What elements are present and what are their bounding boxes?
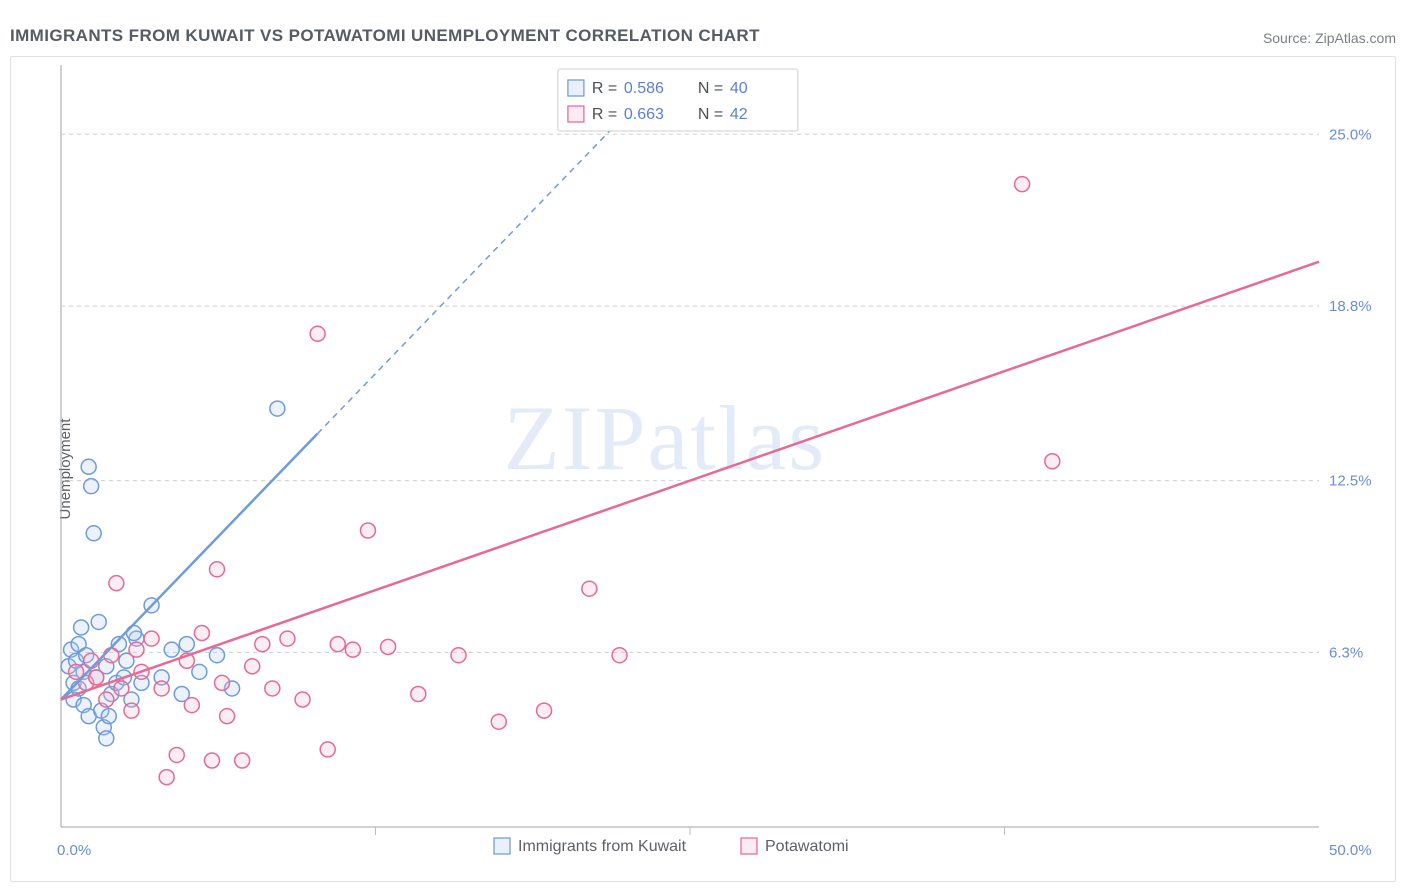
legend-swatch xyxy=(568,106,584,122)
watermark: ZIPatlas xyxy=(504,387,827,489)
data-point xyxy=(154,681,169,696)
data-point xyxy=(310,326,325,341)
source-label: Source: ZipAtlas.com xyxy=(1263,30,1396,46)
legend-n-value: 40 xyxy=(730,80,748,97)
data-point xyxy=(91,614,106,629)
scatter-plot-svg: 6.3%12.5%18.8%25.0%0.0%50.0%ZIPatlasR = … xyxy=(43,57,1395,881)
data-point xyxy=(86,526,101,541)
data-point xyxy=(265,681,280,696)
data-point xyxy=(204,753,219,768)
data-point xyxy=(164,642,179,657)
data-point xyxy=(124,703,139,718)
x-min-label: 0.0% xyxy=(57,842,91,859)
data-point xyxy=(192,664,207,679)
data-point xyxy=(491,714,506,729)
data-point xyxy=(295,692,310,707)
data-point xyxy=(99,692,114,707)
plot-area: Unemployment 6.3%12.5%18.8%25.0%0.0%50.0… xyxy=(10,56,1396,882)
data-point xyxy=(84,653,99,668)
legend-r-label: R = xyxy=(592,80,617,97)
data-point xyxy=(612,648,627,663)
data-point xyxy=(270,401,285,416)
data-point xyxy=(169,747,184,762)
data-point xyxy=(104,648,119,663)
data-point xyxy=(215,675,230,690)
data-point xyxy=(101,709,116,724)
data-point xyxy=(184,698,199,713)
bottom-legend-swatch xyxy=(494,838,510,854)
data-point xyxy=(220,709,235,724)
bottom-legend-label: Potawatomi xyxy=(765,838,849,855)
data-point xyxy=(1045,454,1060,469)
y-tick-label: 6.3% xyxy=(1329,644,1363,661)
data-point xyxy=(582,581,597,596)
data-point xyxy=(109,576,124,591)
data-point xyxy=(345,642,360,657)
data-point xyxy=(280,631,295,646)
legend-r-label: R = xyxy=(592,106,617,123)
data-point xyxy=(209,648,224,663)
y-tick-label: 25.0% xyxy=(1329,126,1372,143)
data-point xyxy=(81,459,96,474)
data-point xyxy=(381,639,396,654)
data-point xyxy=(194,626,209,641)
y-tick-label: 12.5% xyxy=(1329,473,1372,490)
data-point xyxy=(255,637,270,652)
data-point xyxy=(360,523,375,538)
data-point xyxy=(84,479,99,494)
legend-swatch xyxy=(568,80,584,96)
data-point xyxy=(245,659,260,674)
data-point xyxy=(99,731,114,746)
legend-r-value: 0.586 xyxy=(624,80,664,97)
legend-n-label: N = xyxy=(698,106,723,123)
data-point xyxy=(235,753,250,768)
bottom-legend-swatch xyxy=(741,838,757,854)
data-point xyxy=(89,670,104,685)
legend-n-value: 42 xyxy=(730,106,748,123)
data-point xyxy=(179,637,194,652)
bottom-legend-label: Immigrants from Kuwait xyxy=(518,838,687,855)
trend-line xyxy=(61,262,1319,700)
legend-r-value: 0.663 xyxy=(624,106,664,123)
y-tick-label: 18.8% xyxy=(1329,298,1372,315)
chart-title: IMMIGRANTS FROM KUWAIT VS POTAWATOMI UNE… xyxy=(10,26,760,46)
data-point xyxy=(209,562,224,577)
legend-n-label: N = xyxy=(698,80,723,97)
data-point xyxy=(74,620,89,635)
data-point xyxy=(159,770,174,785)
data-point xyxy=(144,631,159,646)
data-point xyxy=(330,637,345,652)
data-point xyxy=(320,742,335,757)
x-max-label: 50.0% xyxy=(1329,842,1372,859)
data-point xyxy=(1015,177,1030,192)
data-point xyxy=(411,686,426,701)
data-point xyxy=(451,648,466,663)
data-point xyxy=(537,703,552,718)
data-point xyxy=(129,642,144,657)
data-point xyxy=(114,681,129,696)
